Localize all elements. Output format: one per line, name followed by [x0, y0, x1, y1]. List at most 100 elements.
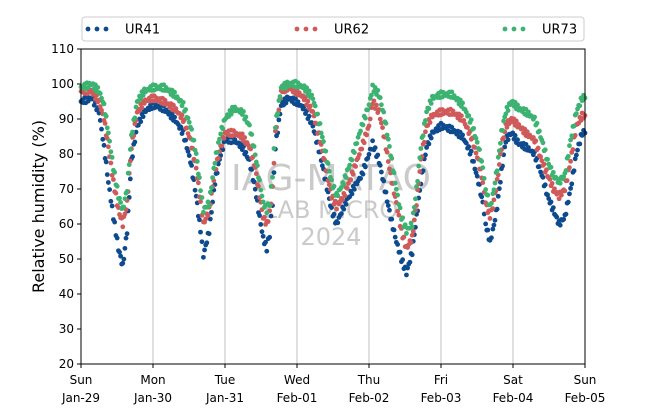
data-point: [496, 148, 502, 154]
data-point: [270, 174, 275, 180]
data-point: [212, 160, 218, 166]
y-tick-label: 70: [59, 182, 74, 196]
data-point: [121, 256, 127, 262]
data-point: [109, 155, 115, 160]
data-point: [396, 212, 402, 218]
data-point: [203, 216, 209, 222]
data-point: [410, 210, 416, 216]
data-point: [273, 125, 278, 131]
data-point: [341, 182, 347, 187]
data-point: [568, 185, 573, 191]
data-point: [407, 259, 413, 265]
data-point: [481, 211, 487, 217]
y-axis-label: Relative humidity (%): [29, 120, 48, 293]
data-point: [502, 144, 508, 150]
data-point: [127, 158, 133, 164]
x-tick-label-day: Wed: [284, 373, 310, 387]
data-point: [424, 145, 429, 150]
data-point: [329, 177, 334, 183]
data-point: [474, 173, 480, 179]
data-point: [220, 126, 226, 132]
data-point: [120, 224, 126, 230]
data-point: [305, 98, 311, 104]
data-point: [108, 198, 114, 204]
data-point: [114, 183, 120, 189]
data-point: [418, 146, 424, 151]
data-point: [201, 209, 206, 215]
data-point: [385, 159, 391, 164]
data-point: [111, 177, 116, 182]
data-point: [356, 152, 362, 157]
data-point: [124, 231, 130, 237]
data-point: [306, 88, 312, 94]
data-point: [377, 116, 383, 122]
x-tick-label-date: Jan-30: [133, 391, 172, 405]
data-point: [505, 137, 511, 143]
data-point: [449, 124, 455, 130]
data-point: [449, 89, 455, 95]
data-point: [215, 155, 221, 161]
data-point: [392, 234, 398, 240]
data-point: [306, 113, 312, 119]
data-point: [365, 155, 371, 161]
x-tick-label-day: Fri: [434, 373, 448, 387]
data-point: [366, 123, 372, 129]
data-point: [532, 114, 537, 120]
data-point: [490, 226, 496, 232]
y-axis: 20 30 40 50 60 70 80 90 100 110: [51, 42, 81, 371]
data-point: [369, 92, 374, 98]
data-point: [477, 147, 482, 152]
data-point: [367, 116, 373, 122]
data-point: [385, 203, 391, 208]
data-point: [264, 210, 270, 216]
data-point: [172, 89, 178, 95]
data-point: [277, 94, 283, 99]
data-point: [214, 170, 220, 176]
data-point: [264, 248, 270, 254]
data-point: [140, 92, 146, 98]
legend-marker: [103, 26, 109, 32]
data-point: [348, 177, 354, 183]
data-point: [183, 107, 189, 112]
data-point: [557, 222, 563, 228]
data-point: [384, 199, 390, 205]
data-point: [540, 174, 546, 180]
data-point: [472, 166, 478, 172]
data-point: [315, 111, 321, 117]
data-point: [318, 130, 324, 136]
data-point: [103, 159, 109, 165]
data-point: [426, 141, 432, 147]
data-point: [199, 195, 205, 200]
data-point: [204, 240, 210, 246]
data-point: [384, 132, 390, 138]
data-point: [342, 193, 348, 199]
data-point: [347, 162, 353, 168]
data-point: [538, 154, 543, 160]
data-point: [331, 183, 337, 189]
data-point: [179, 112, 185, 118]
data-point: [549, 181, 555, 186]
data-point: [391, 227, 397, 233]
data-point: [206, 203, 212, 209]
data-point: [113, 190, 119, 196]
data-point: [189, 126, 194, 132]
data-point: [384, 149, 390, 155]
x-tick-label-date: Feb-05: [565, 391, 606, 405]
data-point: [481, 176, 487, 181]
data-point: [101, 142, 107, 148]
data-point: [198, 188, 203, 194]
data-point: [121, 204, 127, 210]
data-point: [533, 138, 539, 144]
data-point: [400, 257, 406, 263]
data-point: [130, 129, 135, 135]
data-point: [370, 138, 375, 144]
data-point: [133, 104, 139, 110]
data-point: [504, 124, 510, 130]
data-point: [423, 118, 428, 123]
data-point: [132, 139, 138, 145]
data-point: [387, 207, 392, 213]
data-point: [378, 102, 384, 108]
data-point: [385, 136, 391, 142]
data-point: [512, 133, 518, 138]
